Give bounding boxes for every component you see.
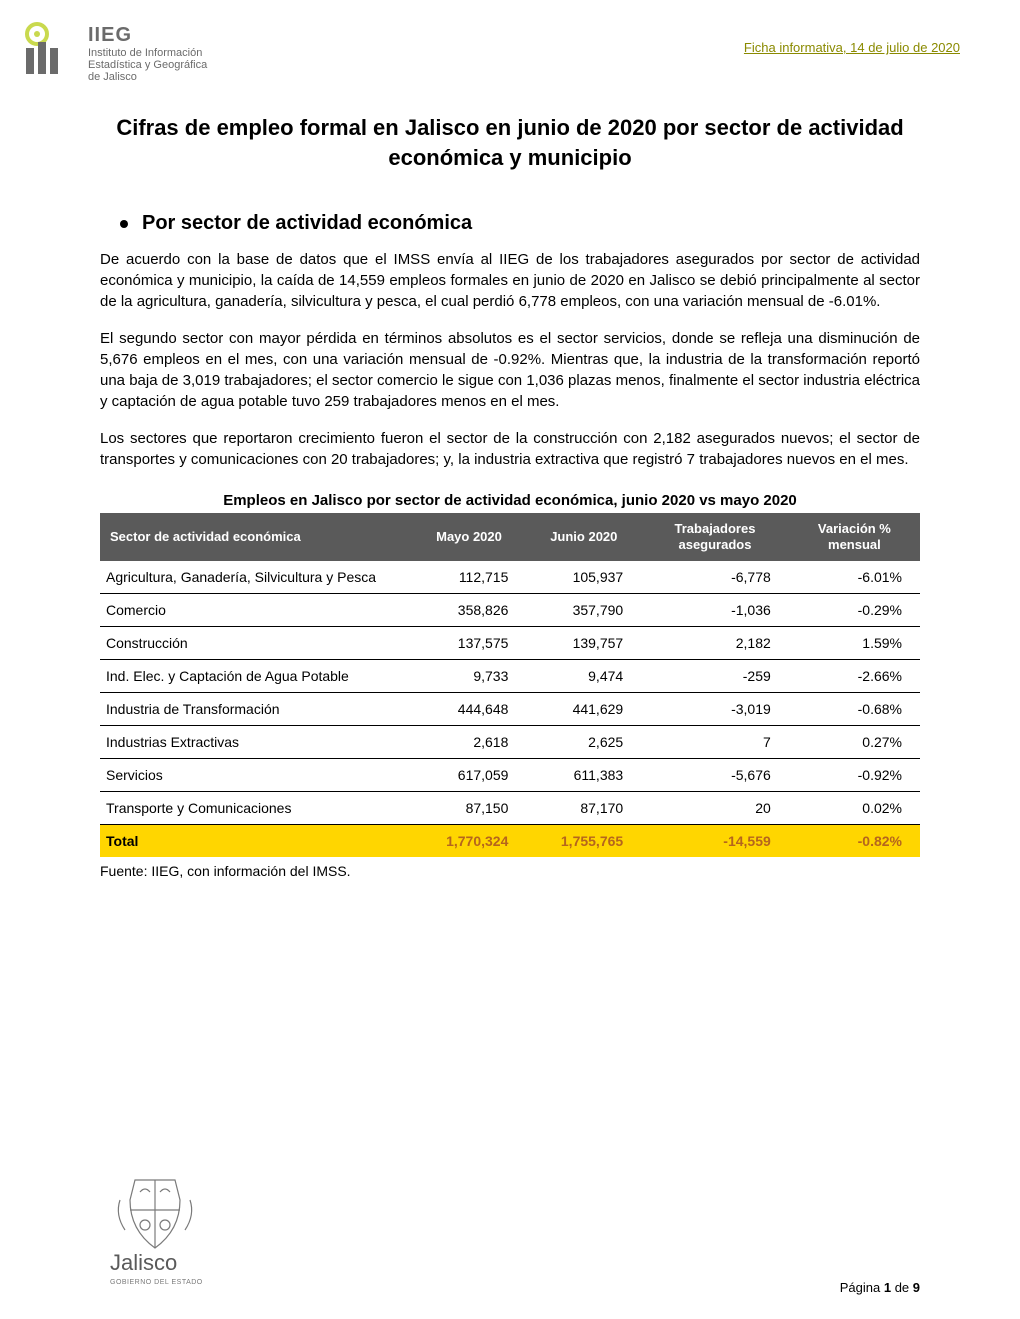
cell-mayo: 2,618: [412, 725, 527, 758]
cell-var: -0.68%: [789, 692, 920, 725]
bullet-icon: [120, 220, 128, 228]
cell-sector: Transporte y Comunicaciones: [100, 791, 412, 824]
cell-junio: 87,170: [526, 791, 641, 824]
page-title: Cifras de empleo formal en Jalisco en ju…: [100, 113, 920, 172]
jalisco-shield-icon: Jalisco GOBIERNO DEL ESTADO: [100, 1170, 210, 1290]
cell-var: -6.01%: [789, 561, 920, 594]
cell-sector: Industrias Extractivas: [100, 725, 412, 758]
cell-trab: 7: [641, 725, 789, 758]
cell-mayo: 137,575: [412, 626, 527, 659]
table-row: Comercio358,826357,790-1,036-0.29%: [100, 593, 920, 626]
cell-trab: -3,019: [641, 692, 789, 725]
table-row: Transporte y Comunicaciones87,15087,1702…: [100, 791, 920, 824]
cell-total-mayo: 1,770,324: [412, 824, 527, 857]
table-row: Ind. Elec. y Captación de Agua Potable9,…: [100, 659, 920, 692]
section-heading: Por sector de actividad económica: [142, 212, 472, 235]
cell-mayo: 617,059: [412, 758, 527, 791]
col-trabajadores: Trabajadores asegurados: [641, 513, 789, 560]
cell-total-trab: -14,559: [641, 824, 789, 857]
paragraph-3: Los sectores que reportaron crecimiento …: [100, 428, 920, 470]
logo-line3: Estadística y Geográfica: [88, 59, 207, 71]
cell-mayo: 358,826: [412, 593, 527, 626]
cell-junio: 9,474: [526, 659, 641, 692]
cell-mayo: 87,150: [412, 791, 527, 824]
cell-var: -0.29%: [789, 593, 920, 626]
cell-junio: 357,790: [526, 593, 641, 626]
cell-junio: 2,625: [526, 725, 641, 758]
cell-mayo: 9,733: [412, 659, 527, 692]
cell-junio: 105,937: [526, 561, 641, 594]
paragraph-2: El segundo sector con mayor pérdida en t…: [100, 328, 920, 412]
cell-total-var: -0.82%: [789, 824, 920, 857]
jalisco-state-logo: Jalisco GOBIERNO DEL ESTADO: [100, 1170, 210, 1295]
col-sector: Sector de actividad económica: [100, 513, 412, 560]
col-junio: Junio 2020: [526, 513, 641, 560]
page-content: Cifras de empleo formal en Jalisco en ju…: [0, 83, 1020, 879]
table-header-row: Sector de actividad económica Mayo 2020 …: [100, 513, 920, 560]
table-title: Empleos en Jalisco por sector de activid…: [100, 492, 920, 509]
iieg-logo-icon: [20, 20, 80, 80]
cell-mayo: 444,648: [412, 692, 527, 725]
cell-var: -0.92%: [789, 758, 920, 791]
cell-sector: Industria de Transformación: [100, 692, 412, 725]
col-mayo: Mayo 2020: [412, 513, 527, 560]
cell-sector: Construcción: [100, 626, 412, 659]
cell-trab: -259: [641, 659, 789, 692]
section-heading-row: Por sector de actividad económica: [100, 198, 920, 249]
page-header: IIEG Instituto de Información Estadístic…: [0, 0, 1020, 83]
cell-trab: 2,182: [641, 626, 789, 659]
table-row: Construcción137,575139,7572,1821.59%: [100, 626, 920, 659]
cell-total-junio: 1,755,765: [526, 824, 641, 857]
cell-junio: 139,757: [526, 626, 641, 659]
cell-trab: -5,676: [641, 758, 789, 791]
iieg-logo-text: IIEG Instituto de Información Estadístic…: [88, 20, 207, 83]
cell-var: 0.02%: [789, 791, 920, 824]
logo-line4: de Jalisco: [88, 71, 207, 83]
cell-sector: Agricultura, Ganadería, Silvicultura y P…: [100, 561, 412, 594]
cell-trab: 20: [641, 791, 789, 824]
gobierno-text: GOBIERNO DEL ESTADO: [110, 1279, 203, 1286]
table-row: Servicios617,059611,383-5,676-0.92%: [100, 758, 920, 791]
iieg-logo-block: IIEG Instituto de Información Estadístic…: [20, 20, 207, 83]
logo-acronym: IIEG: [88, 24, 207, 47]
empleos-table: Sector de actividad económica Mayo 2020 …: [100, 513, 920, 856]
cell-sector: Comercio: [100, 593, 412, 626]
cell-total-label: Total: [100, 824, 412, 857]
cell-trab: -1,036: [641, 593, 789, 626]
page-number: Página 1 de 9: [840, 1280, 920, 1295]
cell-trab: -6,778: [641, 561, 789, 594]
cell-var: 0.27%: [789, 725, 920, 758]
col-variacion: Variación % mensual: [789, 513, 920, 560]
table-source: Fuente: IIEG, con información del IMSS.: [100, 863, 920, 879]
jalisco-text: Jalisco: [110, 1250, 177, 1275]
cell-var: 1.59%: [789, 626, 920, 659]
table-row: Industrias Extractivas2,6182,62570.27%: [100, 725, 920, 758]
page-footer: Jalisco GOBIERNO DEL ESTADO Página 1 de …: [0, 1170, 1020, 1295]
table-total-row: Total1,770,3241,755,765-14,559-0.82%: [100, 824, 920, 857]
cell-junio: 441,629: [526, 692, 641, 725]
cell-sector: Servicios: [100, 758, 412, 791]
table-row: Agricultura, Ganadería, Silvicultura y P…: [100, 561, 920, 594]
paragraph-1: De acuerdo con la base de datos que el I…: [100, 249, 920, 312]
logo-line2: Instituto de Información: [88, 47, 207, 59]
table-body: Agricultura, Ganadería, Silvicultura y P…: [100, 561, 920, 857]
cell-sector: Ind. Elec. y Captación de Agua Potable: [100, 659, 412, 692]
cell-junio: 611,383: [526, 758, 641, 791]
table-row: Industria de Transformación444,648441,62…: [100, 692, 920, 725]
cell-var: -2.66%: [789, 659, 920, 692]
ficha-informativa: Ficha informativa, 14 de julio de 2020: [744, 20, 960, 55]
cell-mayo: 112,715: [412, 561, 527, 594]
